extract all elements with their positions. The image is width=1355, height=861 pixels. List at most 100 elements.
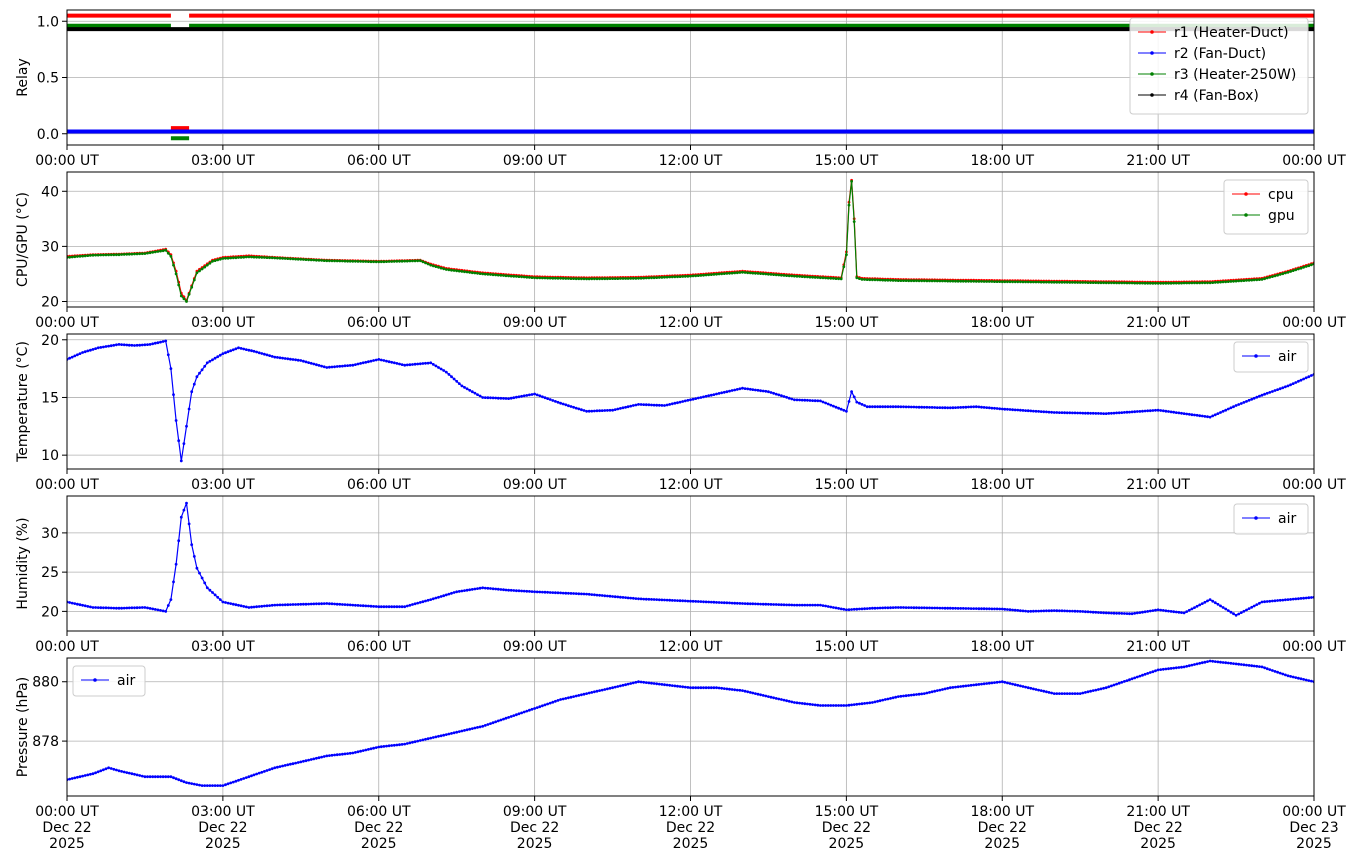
series-points-1 [67, 659, 1314, 787]
legend-marker [1244, 213, 1248, 217]
legend-label: r2 (Fan-Duct) [1174, 46, 1266, 62]
x-tick-label: 09:00 UT [503, 153, 567, 169]
legend-box [1129, 17, 1309, 115]
x-tick-label: 15:00 UT [815, 315, 879, 331]
series-points-1 [67, 339, 1314, 463]
series-points-1 [67, 501, 1314, 617]
x-tick-label: 00:00 UT Dec 22 2025 [35, 804, 99, 852]
x-tick-label: 06:00 UT [347, 315, 411, 331]
y-tick-label: 10 [41, 448, 59, 464]
x-tick-label: 00:00 UT [1282, 477, 1346, 493]
y-axis-label: Humidity (%) [15, 517, 31, 609]
x-tick-label: 00:00 UT [35, 153, 99, 169]
y-tick-label: 20 [41, 294, 59, 310]
panel-4: 20 25 30 00:00 UT 03:00 UT 06:00 UT 09:00 UT 12… [15, 495, 1346, 655]
legend: air [72, 665, 146, 697]
legend-marker [1150, 51, 1154, 55]
legend-marker [1244, 192, 1248, 196]
legend: r1 (Heater-Duct) r2 (Fan-Duct) r3 (Heater-… [1129, 17, 1309, 115]
y-tick-label: 25 [41, 565, 59, 581]
panel-1: 0.0 0.5 1.0 00:00 UT 03:00 UT 06:00 UT 09:00 U… [15, 9, 1346, 169]
y-tick-label: 20 [41, 604, 59, 620]
x-tick-label: 09:00 UT Dec 22 2025 [503, 804, 567, 852]
legend-box [1233, 503, 1309, 535]
y-tick-label: 878 [32, 734, 59, 750]
y-axis-label: Pressure (hPa) [15, 677, 31, 777]
x-tick-label: 21:00 UT [1126, 639, 1190, 655]
x-tick-label: 21:00 UT Dec 22 2025 [1126, 804, 1190, 852]
legend-marker [1150, 93, 1154, 97]
x-tick-label: 03:00 UT [191, 153, 255, 169]
legend-label: r1 (Heater-Duct) [1174, 25, 1289, 41]
legend-label: air [1278, 511, 1296, 527]
x-tick-label: 21:00 UT [1126, 153, 1190, 169]
legend: air [1233, 341, 1309, 373]
panel-5: 878 880 00:00 UT Dec 22 2025 03:00 UT Dec 22 20… [15, 657, 1346, 852]
x-tick-label: 12:00 UT [659, 639, 723, 655]
legend-marker [1150, 72, 1154, 76]
legend-marker [1254, 516, 1258, 520]
legend-box [1233, 341, 1309, 373]
x-tick-label: 18:00 UT Dec 22 2025 [970, 804, 1034, 852]
x-tick-label: 00:00 UT [35, 315, 99, 331]
x-tick-label: 06:00 UT [347, 477, 411, 493]
y-tick-label: 30 [41, 526, 59, 542]
x-tick-label: 12:00 UT [659, 153, 723, 169]
legend-marker [1254, 354, 1258, 358]
x-tick-label: 06:00 UT [347, 639, 411, 655]
x-tick-label: 00:00 UT [35, 639, 99, 655]
x-tick-label: 21:00 UT [1126, 315, 1190, 331]
legend: air [1233, 503, 1309, 535]
x-tick-label: 21:00 UT [1126, 477, 1190, 493]
y-tick-label: 15 [41, 390, 59, 406]
x-tick-label: 00:00 UT Dec 23 2025 [1282, 804, 1346, 852]
legend-box [72, 665, 146, 697]
x-tick-label: 06:00 UT Dec 22 2025 [347, 804, 411, 852]
x-tick-label: 09:00 UT [503, 477, 567, 493]
x-tick-label: 00:00 UT [1282, 639, 1346, 655]
series-points-2 [67, 180, 1314, 303]
legend-label: air [1278, 349, 1296, 365]
x-tick-label: 00:00 UT [1282, 153, 1346, 169]
x-tick-label: 18:00 UT [970, 477, 1034, 493]
legend-label: gpu [1268, 208, 1295, 224]
y-tick-label: 30 [41, 239, 59, 255]
x-tick-label: 15:00 UT [815, 639, 879, 655]
legend-marker [1150, 30, 1154, 34]
x-tick-label: 12:00 UT [659, 315, 723, 331]
x-tick-label: 12:00 UT Dec 22 2025 [659, 804, 723, 852]
x-tick-label: 03:00 UT [191, 315, 255, 331]
y-tick-label: 20 [41, 333, 59, 349]
y-axis-label: Temperature (°C) [15, 341, 31, 463]
legend-label: cpu [1268, 187, 1293, 203]
y-axis-label: CPU/GPU (°C) [15, 192, 31, 287]
x-tick-label: 18:00 UT [970, 153, 1034, 169]
y-tick-label: 40 [41, 184, 59, 200]
x-tick-label: 09:00 UT [503, 639, 567, 655]
x-tick-label: 03:00 UT [191, 477, 255, 493]
y-tick-label: 0.5 [37, 71, 59, 87]
panel-3: 10 15 20 00:00 UT 03:00 UT 06:00 UT 09:00 UT 12… [15, 333, 1346, 493]
y-tick-label: 0.0 [37, 127, 59, 143]
legend-marker [93, 678, 97, 682]
x-tick-label: 18:00 UT [970, 315, 1034, 331]
y-tick-label: 1.0 [37, 14, 59, 30]
y-tick-label: 880 [32, 675, 59, 691]
x-tick-label: 12:00 UT [659, 477, 723, 493]
x-tick-label: 15:00 UT Dec 22 2025 [815, 804, 879, 852]
legend-label: air [117, 673, 135, 689]
legend-box [1223, 179, 1309, 235]
legend-label: r3 (Heater-250W) [1174, 67, 1296, 83]
x-tick-label: 09:00 UT [503, 315, 567, 331]
x-tick-label: 03:00 UT Dec 22 2025 [191, 804, 255, 852]
x-tick-label: 06:00 UT [347, 153, 411, 169]
legend-label: r4 (Fan-Box) [1174, 88, 1259, 104]
x-tick-label: 15:00 UT [815, 153, 879, 169]
x-tick-label: 18:00 UT [970, 639, 1034, 655]
x-tick-label: 00:00 UT [35, 477, 99, 493]
y-axis-label: Relay [15, 58, 31, 96]
panel-2: 20 30 40 00:00 UT 03:00 UT 06:00 UT 09:00 UT 12… [15, 171, 1346, 331]
legend: cpu gpu [1223, 179, 1309, 235]
x-tick-label: 03:00 UT [191, 639, 255, 655]
